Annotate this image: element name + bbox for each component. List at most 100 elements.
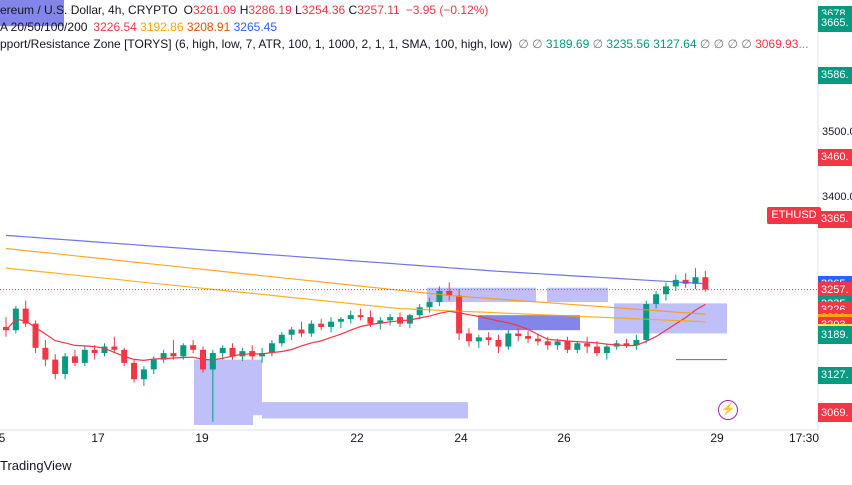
candle-body [3, 326, 9, 331]
price-scale[interactable]: 3678.3665.3586.3460.3365.3265.3257.3235.… [818, 0, 852, 430]
ohlc-label: O [183, 3, 193, 17]
price-badge: 3189. [818, 326, 852, 344]
indicator-value: ∅ [532, 37, 543, 51]
ohlc-value: 3257.11 [357, 3, 400, 17]
price-badge: 3586. [818, 66, 852, 84]
candle-body [692, 277, 699, 284]
candle-body [328, 321, 335, 327]
symbol-legend: ereum / U.S. Dollar, 4h, CRYPTO O3261.09 … [0, 2, 488, 18]
ma200-line [5, 234, 706, 285]
symbol-tag: ETHUSD [767, 207, 821, 224]
time-tick-label: 17 [91, 431, 105, 445]
ma-value: 3208.91 [186, 20, 231, 34]
candle-body [308, 323, 315, 334]
ohlc-value: 3261.09 [192, 3, 237, 17]
ma-label: A 20/50/100/200 [0, 20, 88, 34]
lightning-icon[interactable]: ⚡ [718, 400, 738, 420]
candle-body [416, 307, 423, 316]
candle-body [426, 302, 433, 308]
time-tick-label: 17:30 [789, 431, 819, 445]
price-tick-label: 3500.0 [822, 126, 852, 138]
candle-body [446, 290, 453, 296]
candle-body [318, 323, 325, 327]
ma20-line [5, 303, 706, 362]
time-tick-label: 26 [557, 431, 571, 445]
indicator-value: ∅ [713, 37, 725, 51]
tradingview-logo: TradingView [0, 458, 72, 473]
candle-body [140, 369, 147, 380]
ma-value: 3192.86 [140, 20, 184, 34]
footer-brand[interactable]: TradingView [0, 458, 72, 473]
candle-body [180, 345, 187, 357]
candle-body [633, 340, 640, 346]
ohlc-label: C [348, 3, 358, 17]
price-badge: 3460. [818, 148, 852, 166]
ohlc-value: 3286.19 [248, 3, 292, 17]
symbol-name: ereum / U.S. Dollar, 4h, CRYPTO [0, 3, 178, 17]
candle-body [485, 337, 492, 340]
sr-zone [194, 359, 253, 425]
candle-body [337, 319, 344, 322]
candle-body [387, 317, 394, 321]
candle-body [456, 295, 463, 334]
ohlc-label: L [295, 3, 302, 17]
candle-body [672, 279, 679, 287]
ma-legend: A 20/50/100/200 3226.54 3192.86 3208.91 3… [0, 19, 277, 35]
ma100-line [5, 247, 706, 315]
indicator-value: ∅ [699, 37, 711, 51]
candle-body [515, 333, 522, 337]
indicator-value: 3069.93 [755, 37, 799, 51]
candle-body [268, 343, 275, 354]
price-badge: 3257. [818, 281, 852, 299]
price-badge: 3665. [818, 14, 852, 32]
candle-body [278, 334, 285, 344]
candle-body [62, 356, 69, 374]
candle-body [377, 320, 384, 324]
candle-body [544, 341, 551, 346]
candle-body [298, 329, 305, 334]
candle-body [209, 353, 216, 370]
ma-value: 3226.54 [93, 20, 137, 34]
sr-zone [427, 287, 496, 303]
candle-body [170, 353, 177, 357]
indicator-value: 3189.69 [545, 37, 590, 51]
ohlc-value: 3254.36 [301, 3, 346, 17]
ohlc-label: H [239, 3, 249, 17]
sr-zone [253, 359, 262, 416]
candle-body [662, 286, 669, 295]
candle-body [682, 279, 689, 284]
time-tick-label: 19 [195, 431, 209, 445]
ma-value: 3265.45 [233, 20, 278, 34]
indicator-legend: pport/Resistance Zone [TORYS] (6, high, … [0, 36, 808, 52]
candle-body [465, 333, 472, 342]
candle-body [594, 346, 600, 354]
indicator-value: ∅ [727, 37, 738, 51]
indicator-value: ∅ [592, 37, 604, 51]
candle-body [534, 338, 541, 342]
indicator-label: pport/Resistance Zone [TORYS] (6, high, … [0, 37, 513, 51]
candle-body [190, 345, 197, 350]
sr-zone [478, 315, 580, 331]
candle-body [131, 362, 138, 380]
candle-body [32, 323, 39, 348]
indicator-value: ∅ [741, 37, 752, 51]
candle-body [347, 315, 354, 320]
candle-body [150, 359, 157, 370]
candle-body [101, 346, 108, 354]
candle-body [367, 317, 374, 324]
candle-body [584, 343, 591, 347]
candle-body [436, 290, 443, 303]
sr-zone [0, 0, 64, 27]
candle-body [495, 340, 502, 347]
candle-body [219, 347, 226, 354]
price-change: −3.95 (−0.12%) [405, 3, 489, 17]
time-tick-label: 24 [454, 431, 468, 445]
price-badge: 3069. [818, 404, 852, 422]
candle-body [160, 353, 167, 360]
candle-body [574, 343, 581, 350]
candle-body [288, 329, 295, 335]
candle-body [22, 308, 29, 324]
candle-body [52, 359, 59, 374]
price-badge: 3365. [818, 211, 852, 229]
time-tick-label: 5 [0, 431, 6, 445]
